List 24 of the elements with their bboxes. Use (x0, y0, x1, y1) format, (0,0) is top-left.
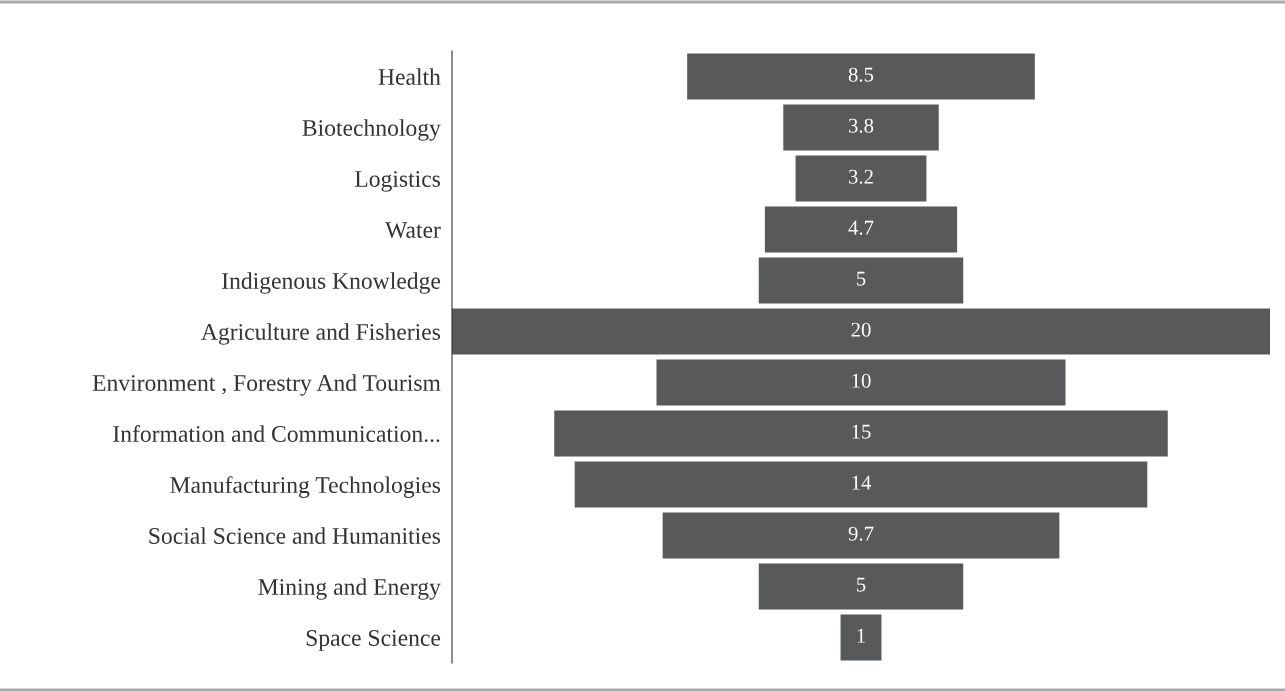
data-label: 1 (857, 628, 865, 643)
data-label: 15 (852, 424, 871, 439)
category-label: Environment , Forestry And Tourism (92, 374, 441, 396)
data-label: 5 (857, 577, 866, 592)
data-label: 20 (851, 322, 871, 337)
category-label: Health (378, 68, 441, 85)
data-label: 5 (857, 271, 866, 286)
category-label: Space Science (306, 630, 441, 651)
category-label: Manufacturing Technologies (170, 476, 441, 498)
category-label: Mining and Energy (258, 578, 441, 600)
category-label: Social Science and Humanities (149, 527, 441, 544)
data-label: 4.7 (848, 220, 874, 235)
category-label: Biotechnology (302, 119, 441, 141)
category-label: Agriculture and Fisheries (201, 323, 441, 345)
data-label: 3.8 (848, 118, 874, 133)
data-label: 8.5 (848, 67, 874, 82)
data-label: 10 (852, 373, 871, 388)
data-label: 3.2 (848, 169, 873, 184)
data-label: 9.7 (848, 526, 874, 541)
category-label: Water (385, 222, 441, 239)
data-label: 14 (852, 475, 872, 490)
category-label: Information and Communication... (113, 425, 440, 443)
category-label: Indigenous Knowledge (222, 272, 441, 294)
category-label: Logistics (355, 171, 441, 192)
